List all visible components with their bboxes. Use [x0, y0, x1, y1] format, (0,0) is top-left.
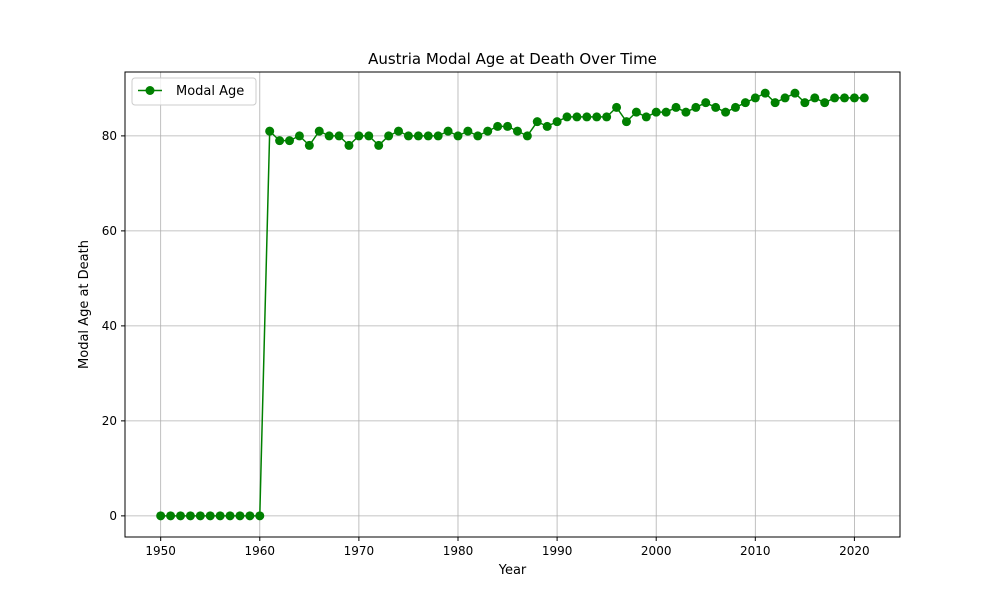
data-point — [354, 131, 364, 141]
data-point — [849, 93, 859, 103]
data-point — [394, 126, 404, 136]
data-point — [681, 107, 691, 117]
legend: Modal Age — [131, 77, 257, 106]
data-point — [334, 131, 344, 141]
legend-marker-swatch — [145, 86, 155, 95]
y-tick-label: 40 — [102, 319, 117, 333]
data-point — [671, 102, 681, 112]
data-point — [552, 117, 562, 127]
data-point — [572, 112, 582, 122]
data-point — [205, 511, 215, 521]
data-point — [185, 511, 195, 521]
y-tick-label: 60 — [102, 224, 117, 238]
data-point — [166, 511, 176, 521]
series-layer — [156, 88, 869, 521]
data-point — [245, 511, 255, 521]
data-point — [503, 121, 513, 131]
data-point — [285, 136, 295, 146]
data-point — [403, 131, 413, 141]
data-point — [730, 102, 740, 112]
data-point — [275, 136, 285, 146]
data-point — [294, 131, 304, 141]
data-point — [413, 131, 423, 141]
plot-frame — [124, 71, 901, 538]
data-point — [612, 102, 622, 112]
data-point — [701, 98, 711, 108]
data-point — [760, 88, 770, 98]
x-tick-label: 2020 — [839, 544, 870, 558]
data-point — [473, 131, 483, 141]
chart-title: Austria Modal Age at Death Over Time — [368, 50, 657, 68]
x-tick-label: 1950 — [145, 544, 176, 558]
x-tick-label: 1980 — [443, 544, 474, 558]
data-point — [602, 112, 612, 122]
y-axis-ticks: 0 20 40 60 80 — [102, 129, 125, 523]
data-point — [195, 511, 205, 521]
data-point — [512, 126, 522, 136]
x-axis-label: Year — [498, 563, 527, 578]
x-tick-label: 2000 — [641, 544, 672, 558]
data-point — [641, 112, 651, 122]
data-point — [175, 511, 185, 521]
y-tick-label: 20 — [102, 414, 117, 428]
data-point — [651, 107, 661, 117]
data-point — [522, 131, 532, 141]
y-axis-label: Modal Age at Death — [77, 240, 92, 369]
data-point — [740, 98, 750, 108]
data-point — [225, 511, 235, 521]
data-point — [582, 112, 592, 122]
data-point — [711, 102, 721, 112]
data-point — [532, 117, 542, 127]
data-point — [364, 131, 374, 141]
data-point — [592, 112, 602, 122]
data-point — [750, 93, 760, 103]
data-point — [621, 117, 631, 127]
data-point — [840, 93, 850, 103]
data-point — [384, 131, 394, 141]
data-point — [423, 131, 433, 141]
data-point — [780, 93, 790, 103]
x-tick-label: 1990 — [542, 544, 573, 558]
data-point — [810, 93, 820, 103]
data-point — [265, 126, 275, 136]
data-point — [800, 98, 810, 108]
x-tick-label: 2010 — [740, 544, 771, 558]
data-point — [304, 140, 314, 150]
data-point — [344, 140, 354, 150]
data-point — [156, 511, 166, 521]
data-point — [255, 511, 265, 521]
y-tick-label: 80 — [102, 129, 117, 143]
data-point — [790, 88, 800, 98]
data-point — [820, 98, 830, 108]
x-axis-ticks: 1950 1960 1970 1980 1990 2000 2010 2020 — [145, 537, 870, 558]
data-point — [453, 131, 463, 141]
data-point — [235, 511, 245, 521]
data-point — [830, 93, 840, 103]
data-point — [374, 140, 384, 150]
x-tick-label: 1970 — [344, 544, 375, 558]
legend-box — [131, 77, 257, 106]
data-point — [215, 511, 225, 521]
data-point — [324, 131, 334, 141]
data-point — [443, 126, 453, 136]
legend-entry-modal-age: Modal Age — [176, 84, 244, 99]
data-point — [770, 98, 780, 108]
data-point — [314, 126, 324, 136]
data-point — [691, 102, 701, 112]
data-point — [631, 107, 641, 117]
y-tick-label: 0 — [109, 509, 117, 523]
data-point — [483, 126, 493, 136]
data-point — [721, 107, 731, 117]
data-point — [562, 112, 572, 122]
data-point — [859, 93, 869, 103]
data-point — [463, 126, 473, 136]
data-point — [493, 121, 503, 131]
data-point — [542, 121, 552, 131]
data-point — [661, 107, 671, 117]
data-point — [433, 131, 443, 141]
x-tick-label: 1960 — [245, 544, 276, 558]
